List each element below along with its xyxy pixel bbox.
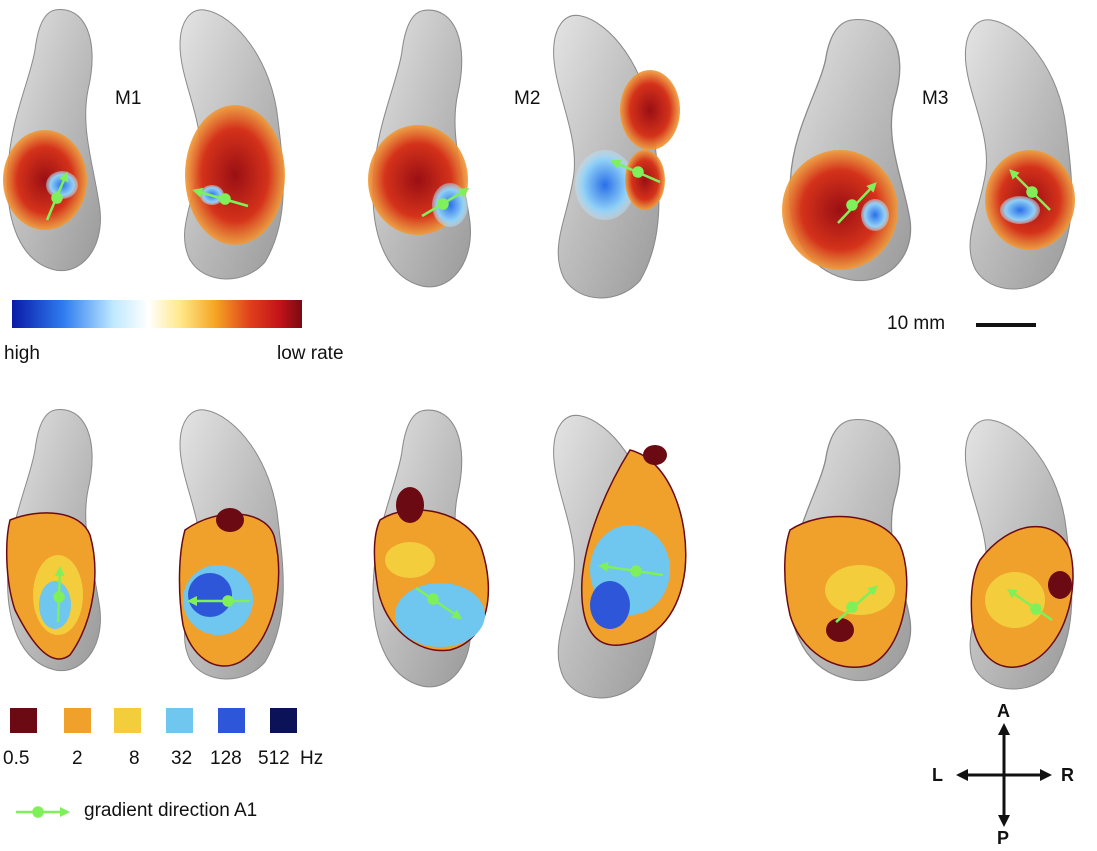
frequency-map-m1 [5, 409, 284, 680]
orientation-right-label: R [1061, 765, 1074, 785]
scale-bar-label: 10 mm [887, 313, 946, 334]
gradient-legend-label: gradient direction A1 [84, 800, 258, 821]
monkey-label-m2: M2 [514, 88, 541, 109]
monkey-label-m3: M3 [922, 88, 949, 109]
gradient-arrows-top [45, 159, 1051, 224]
frequency-swatch-5 [270, 708, 297, 733]
frequency-swatch-2 [114, 708, 141, 733]
rate-colorbar-low-label: low rate [277, 343, 344, 364]
rate-map-m1 [3, 9, 285, 280]
frequency-legend-swatches [10, 708, 297, 733]
rate-map-m3 [782, 18, 1075, 290]
rate-map-m2 [368, 9, 680, 299]
frequency-label-5: 512 [258, 748, 290, 769]
frequency-label-2: 8 [129, 748, 140, 769]
orientation-anterior-label: A [997, 701, 1010, 721]
frequency-swatch-4 [218, 708, 245, 733]
frequency-swatch-0 [10, 708, 37, 733]
frequency-map-m3 [784, 418, 1074, 690]
orientation-posterior-label: P [997, 828, 1010, 848]
frequency-label-1: 2 [72, 748, 83, 769]
frequency-label-3: 32 [171, 748, 193, 769]
rate-colorbar [12, 300, 302, 328]
rate-colorbar-high-label: high [4, 343, 40, 364]
gradient-arrows-bottom [53, 561, 1053, 623]
frequency-label-4: 128 [210, 748, 242, 769]
frequency-map-m2 [372, 409, 687, 699]
frequency-swatch-1 [64, 708, 91, 733]
orientation-cross [956, 723, 1052, 827]
monkey-label-m1: M1 [115, 88, 142, 109]
gradient-legend-arrow [16, 806, 70, 818]
frequency-label-0: 0.5 [3, 748, 30, 769]
frequency-unit-label: Hz [300, 748, 324, 769]
frequency-swatch-3 [166, 708, 193, 733]
orientation-left-label: L [932, 765, 943, 785]
